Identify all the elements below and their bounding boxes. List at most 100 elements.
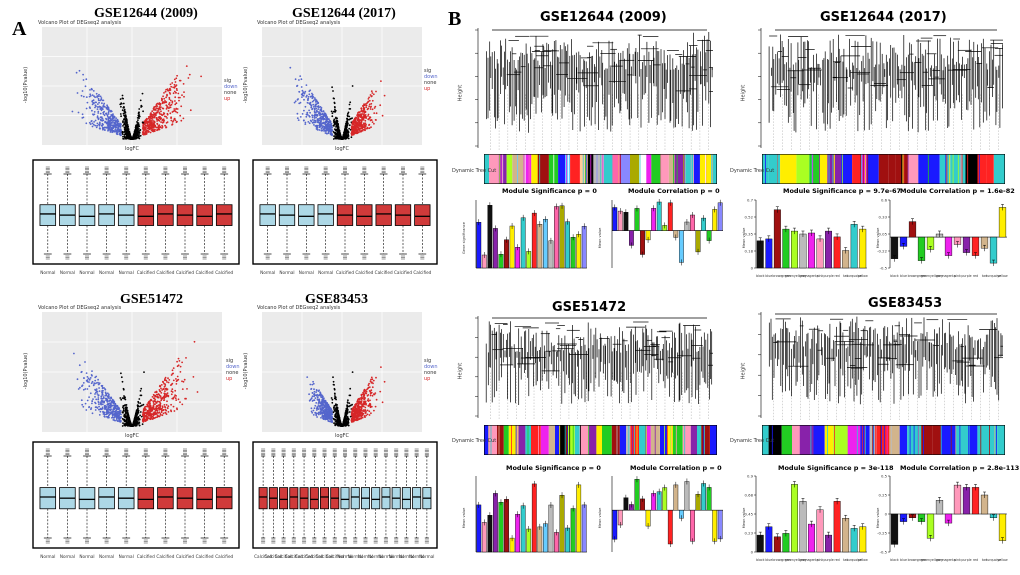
volcano-point (318, 111, 321, 114)
volcano-point (94, 396, 96, 398)
volcano-point (152, 130, 155, 133)
volcano-point (154, 109, 157, 111)
volcano-point (160, 121, 162, 123)
volcano-point (116, 410, 119, 413)
volcano-point (165, 409, 168, 412)
volcano-point (371, 394, 374, 397)
volcano-point (150, 121, 152, 124)
volcano-point (93, 95, 95, 97)
volcano-point (92, 101, 95, 104)
volcano-point (78, 364, 81, 367)
volcano-point (361, 416, 364, 419)
volcano-point (89, 89, 91, 91)
volcano-point (100, 397, 103, 400)
volcano-point (346, 119, 349, 121)
volcano-point (97, 378, 99, 381)
volcano-title-1: GSE12644 (2009) (94, 6, 198, 21)
volcano-point (117, 130, 120, 133)
volcano-point (137, 122, 140, 124)
volcano-point (154, 403, 156, 406)
volcano-point (368, 105, 371, 108)
volcano-point (366, 102, 368, 104)
volcano-point (122, 422, 124, 424)
volcano-point (311, 95, 314, 98)
volcano-point (171, 121, 174, 123)
volcano-point (95, 406, 98, 409)
volcano-point (172, 379, 175, 382)
volcano-point (364, 119, 367, 122)
volcano-point (109, 115, 112, 118)
volcano-point (157, 393, 160, 395)
volcano-point (117, 125, 120, 128)
volcano-point (334, 393, 336, 395)
volcano-point (367, 398, 370, 400)
volcano-point (154, 398, 156, 401)
volcano-point (373, 122, 375, 125)
volcano-point (99, 106, 102, 108)
volcano-point (154, 391, 156, 394)
volcano-point (351, 85, 354, 87)
volcano-point (169, 112, 172, 115)
volcano-point (103, 405, 106, 407)
volcano-point (324, 124, 327, 127)
volcano-point (168, 103, 170, 106)
volcano-point (348, 127, 351, 130)
volcano-point (335, 137, 337, 140)
volcano-point (380, 80, 382, 82)
volcano-point (307, 96, 310, 98)
volcano-point (85, 96, 88, 98)
volcano-point (134, 128, 137, 131)
volcano-point (320, 108, 322, 110)
volcano-point (132, 422, 135, 425)
volcano-point (120, 372, 122, 375)
volcano-point (153, 116, 156, 119)
volcano-point (168, 107, 170, 110)
volcano-point (356, 118, 359, 120)
volcano-point (142, 123, 145, 126)
volcano-point (332, 380, 335, 383)
volcano-point (346, 134, 349, 137)
volcano-point (327, 130, 330, 133)
volcano-point (173, 90, 176, 93)
volcano-point (169, 87, 171, 90)
volcano-point (346, 122, 349, 124)
volcano-point (134, 420, 137, 423)
volcano-point (328, 123, 330, 126)
volcano-point (104, 129, 106, 131)
volcano-point (360, 115, 363, 117)
volcano-point (335, 414, 338, 416)
volcano-point (153, 113, 156, 116)
volcano-point (124, 414, 127, 416)
volcano-point (351, 122, 353, 125)
volcano-point (322, 122, 325, 125)
volcano-point (110, 128, 113, 130)
volcano-point (193, 340, 196, 343)
volcano-point (366, 413, 369, 416)
volcano-point (311, 97, 314, 100)
volcano-point (102, 119, 105, 122)
volcano-point (343, 134, 345, 137)
volcano-point (102, 123, 104, 126)
volcano-point (167, 110, 170, 112)
volcano-point (166, 407, 169, 410)
volcano-point (91, 412, 94, 415)
volcano-point (311, 383, 314, 386)
volcano-point (82, 73, 84, 76)
volcano-point (192, 376, 195, 378)
volcano-point (147, 401, 150, 404)
volcano-point (179, 79, 182, 82)
volcano-point (102, 128, 105, 130)
volcano-point (185, 357, 187, 359)
volcano-point (86, 376, 89, 378)
volcano-point (358, 119, 360, 121)
volcano-point (113, 405, 116, 407)
volcano-point (172, 86, 175, 89)
volcano-point (159, 403, 162, 405)
volcano-point (106, 404, 108, 406)
volcano-point (304, 123, 307, 125)
volcano-point (142, 110, 144, 113)
volcano-point (98, 382, 101, 385)
volcano-point (367, 118, 370, 121)
volcano-point (91, 122, 94, 125)
volcano-point (301, 113, 304, 115)
